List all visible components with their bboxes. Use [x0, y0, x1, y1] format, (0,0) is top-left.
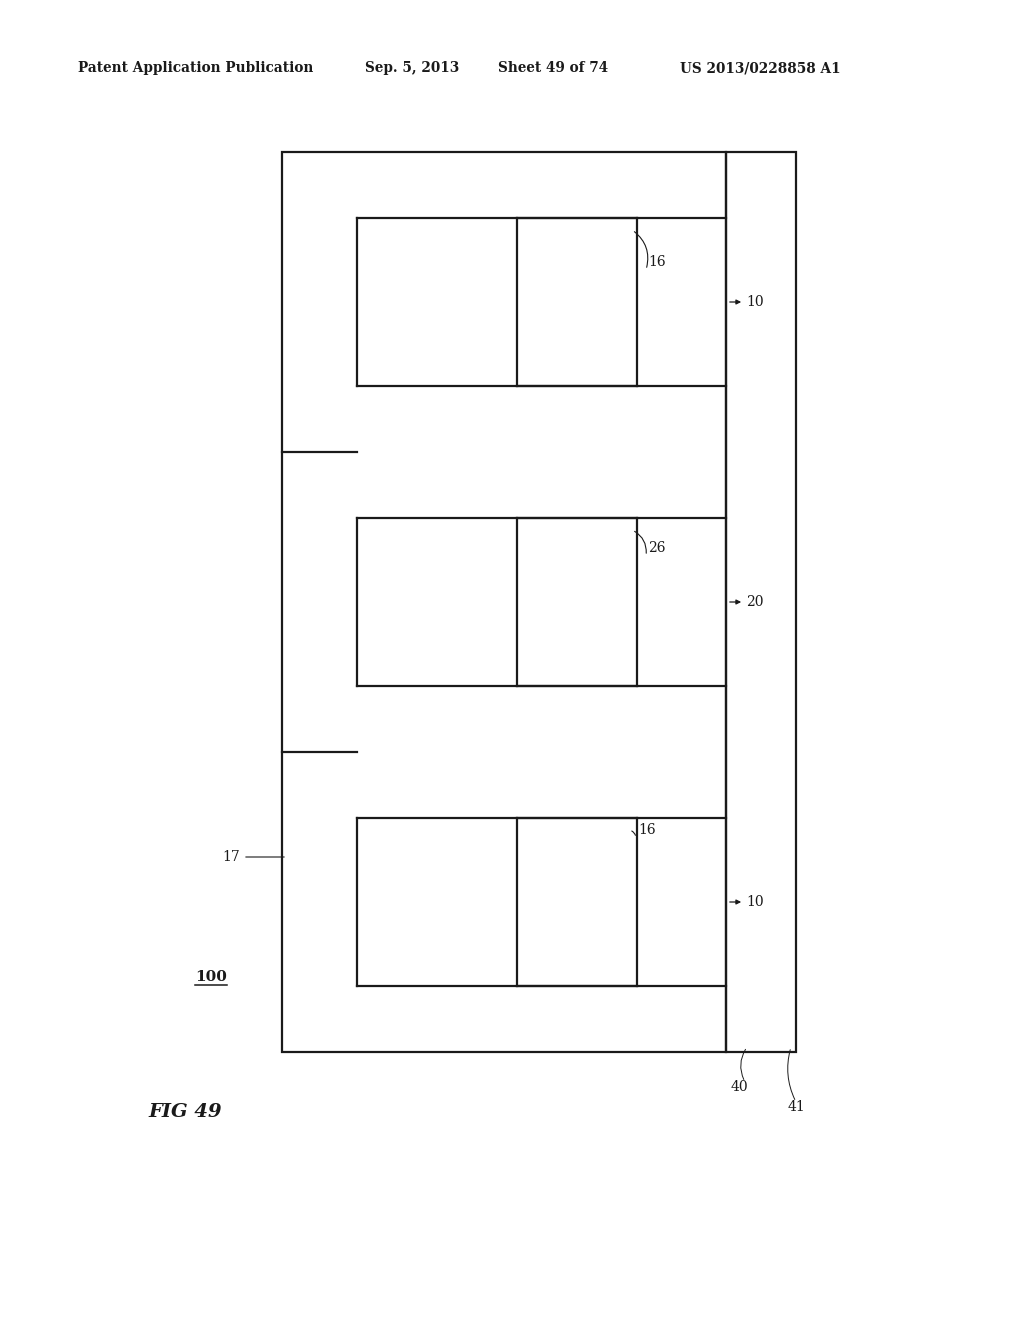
Text: 100: 100 — [195, 970, 227, 983]
Text: 40: 40 — [731, 1080, 749, 1094]
Text: 41: 41 — [788, 1100, 806, 1114]
Text: 10: 10 — [746, 895, 764, 909]
Text: 17: 17 — [222, 850, 240, 865]
Text: 16: 16 — [638, 822, 655, 837]
Text: Patent Application Publication: Patent Application Publication — [78, 61, 313, 75]
Text: US 2013/0228858 A1: US 2013/0228858 A1 — [680, 61, 841, 75]
Bar — [282, 152, 726, 1052]
Text: Sep. 5, 2013: Sep. 5, 2013 — [365, 61, 459, 75]
Text: Sheet 49 of 74: Sheet 49 of 74 — [498, 61, 608, 75]
Text: 16: 16 — [648, 255, 666, 269]
Text: 26: 26 — [648, 541, 666, 554]
Bar — [726, 152, 796, 1052]
Text: 20: 20 — [746, 595, 764, 609]
Text: 10: 10 — [746, 294, 764, 309]
Text: FIG 49: FIG 49 — [148, 1104, 221, 1121]
